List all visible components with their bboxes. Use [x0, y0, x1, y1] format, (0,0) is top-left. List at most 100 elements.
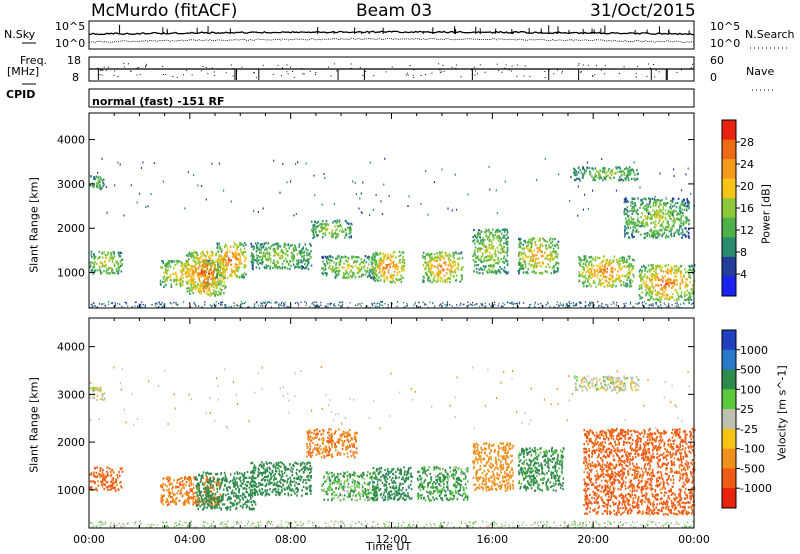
echo-pixel	[630, 177, 633, 180]
echo-pixel	[603, 269, 605, 272]
echo-pixel	[374, 279, 376, 282]
ground-scatter-pixel	[513, 303, 515, 305]
echo-pixel	[534, 254, 536, 257]
echo-pixel	[255, 259, 258, 262]
echo-pixel	[336, 257, 339, 260]
ground-scatter-pixel	[556, 301, 558, 303]
echo-pixel	[587, 278, 589, 281]
echo-pixel	[197, 282, 199, 285]
echo-pixel	[447, 277, 450, 280]
ground-scatter-pixel	[151, 303, 153, 306]
ground-scatter-pixel	[692, 302, 694, 304]
echo-pixel	[325, 229, 327, 232]
echo-pixel	[662, 220, 665, 223]
ground-scatter-pixel	[195, 305, 197, 307]
echo-pixel	[610, 267, 612, 270]
echo-pixel	[520, 262, 522, 265]
echo-pixel	[218, 283, 221, 287]
echo-pixel	[478, 232, 481, 235]
echo-pixel	[185, 271, 187, 274]
echo-pixel	[632, 225, 634, 229]
echo-pixel	[172, 267, 175, 270]
echo-pixel	[213, 277, 216, 280]
ground-scatter-pixel	[146, 526, 148, 529]
echo-pixel	[97, 182, 100, 185]
nave-dot	[516, 75, 518, 77]
echo-pixel	[608, 264, 611, 267]
echo-pixel	[610, 277, 612, 280]
echo-pixel	[364, 269, 367, 272]
echo-pixel	[628, 257, 631, 260]
echo-pixel	[252, 258, 255, 262]
echo-pixel	[326, 260, 328, 263]
echo-pixel	[488, 255, 490, 258]
echo-pixel	[286, 261, 288, 264]
echo-pixel	[617, 262, 619, 265]
sparse-echo-pixel	[223, 189, 225, 192]
ground-scatter-pixel	[260, 305, 262, 307]
echo-pixel	[295, 259, 298, 262]
echo-pixel	[234, 243, 237, 246]
echo-pixel	[592, 178, 594, 182]
echo-pixel	[360, 268, 363, 271]
echo-pixel	[89, 184, 92, 187]
echo-pixel	[371, 262, 373, 265]
echo-pixel	[197, 289, 199, 292]
sparse-echo-pixel	[587, 207, 589, 210]
echo-pixel	[547, 263, 550, 266]
ground-scatter-pixel	[211, 306, 213, 308]
ground-scatter-pixel	[124, 301, 126, 304]
echo-pixel	[227, 262, 229, 265]
echo-pixel	[682, 220, 685, 223]
echo-pixel	[506, 264, 509, 267]
echo-pixel	[291, 256, 293, 259]
echo-pixel	[608, 260, 611, 263]
ground-scatter-pixel	[373, 302, 375, 305]
echo-pixel	[164, 280, 166, 283]
echo-pixel	[394, 266, 396, 269]
echo-pixel	[612, 260, 615, 263]
echo-pixel	[166, 262, 169, 266]
echo-pixel	[479, 267, 482, 270]
echo-pixel	[324, 271, 326, 274]
echo-pixel	[644, 236, 647, 239]
echo-pixel	[269, 258, 272, 261]
ground-scatter-pixel	[357, 303, 359, 305]
echo-pixel	[178, 279, 180, 282]
nave-dot	[202, 66, 204, 67]
ground-scatter-pixel	[254, 305, 256, 307]
echo-pixel	[645, 198, 647, 201]
sparse-echo-pixel	[651, 197, 654, 200]
echo-pixel	[443, 279, 446, 282]
echo-pixel	[435, 280, 438, 283]
ground-scatter-pixel	[103, 303, 105, 305]
echo-pixel	[669, 203, 672, 206]
echo-pixel	[685, 235, 687, 238]
nave-dot	[580, 71, 582, 73]
echo-pixel	[341, 230, 343, 233]
echo-pixel	[330, 259, 333, 262]
echo-pixel	[204, 264, 207, 267]
echo-pixel	[173, 280, 175, 283]
echo-pixel	[363, 266, 365, 269]
echo-pixel	[393, 250, 396, 253]
echo-pixel	[665, 282, 667, 285]
sparse-echo-pixel	[570, 176, 572, 178]
echo-pixel	[604, 279, 607, 282]
ground-scatter-pixel	[663, 525, 665, 528]
sparse-echo-pixel	[425, 169, 427, 172]
echo-pixel	[334, 229, 337, 232]
ground-scatter-pixel	[166, 521, 168, 523]
echo-pixel	[336, 270, 338, 273]
echo-pixel	[297, 260, 300, 263]
echo-pixel	[526, 271, 528, 274]
echo-pixel	[499, 238, 502, 242]
echo-pixel	[393, 264, 395, 267]
echo-pixel	[639, 275, 642, 278]
echo-pixel	[291, 254, 293, 257]
echo-pixel	[532, 255, 534, 258]
echo-pixel	[203, 254, 206, 257]
echo-pixel	[600, 284, 602, 287]
echo-pixel	[546, 247, 548, 250]
sparse-echo-pixel	[333, 202, 335, 205]
